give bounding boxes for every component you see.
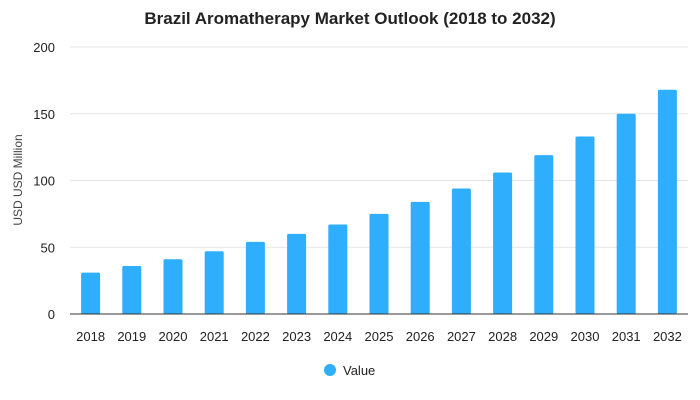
bar-2019[interactable] bbox=[122, 265, 142, 314]
bar-2027[interactable] bbox=[451, 188, 471, 314]
y-tick-label: 50 bbox=[41, 240, 55, 255]
bar-2030[interactable] bbox=[575, 136, 595, 314]
y-tick-label: 100 bbox=[33, 174, 55, 189]
bar-2031[interactable] bbox=[616, 113, 636, 314]
x-tick-label: 2026 bbox=[406, 329, 435, 344]
x-tick-label: 2019 bbox=[117, 329, 146, 344]
legend-label: Value bbox=[343, 363, 375, 378]
y-tick-label: 0 bbox=[48, 307, 55, 322]
x-tick-label: 2030 bbox=[571, 329, 600, 344]
x-tick-label: 2024 bbox=[323, 329, 352, 344]
bars bbox=[81, 89, 677, 314]
bar-2028[interactable] bbox=[493, 172, 513, 314]
chart-title: Brazil Aromatherapy Market Outlook (2018… bbox=[144, 9, 555, 28]
bar-2021[interactable] bbox=[204, 251, 224, 314]
bar-2025[interactable] bbox=[369, 213, 389, 314]
x-tick-label: 2020 bbox=[159, 329, 188, 344]
x-tick-label: 2031 bbox=[612, 329, 641, 344]
bar-2022[interactable] bbox=[245, 241, 265, 314]
x-tick-label: 2027 bbox=[447, 329, 476, 344]
x-tick-label: 2022 bbox=[241, 329, 270, 344]
x-tick-label: 2021 bbox=[200, 329, 229, 344]
bar-2026[interactable] bbox=[410, 201, 430, 314]
y-tick-label: 150 bbox=[33, 107, 55, 122]
x-tick-label: 2018 bbox=[76, 329, 105, 344]
legend-marker-icon bbox=[324, 364, 336, 376]
y-axis-ticks: 0 50 100 150 200 bbox=[33, 40, 55, 322]
x-axis-ticks: 2018 2019 2020 2021 2022 2023 2024 2025 2026 2027… bbox=[76, 329, 682, 344]
x-tick-label: 2023 bbox=[282, 329, 311, 344]
y-axis-label: USD USD Million bbox=[11, 134, 25, 225]
bar-2023[interactable] bbox=[287, 233, 307, 314]
legend[interactable]: Value bbox=[324, 363, 375, 378]
x-tick-label: 2029 bbox=[529, 329, 558, 344]
x-tick-label: 2028 bbox=[488, 329, 517, 344]
bar-2032[interactable] bbox=[657, 89, 677, 314]
y-tick-label: 200 bbox=[33, 40, 55, 55]
x-tick-label: 2032 bbox=[653, 329, 682, 344]
bar-2018[interactable] bbox=[81, 272, 101, 314]
bar-2020[interactable] bbox=[163, 259, 183, 314]
bar-2024[interactable] bbox=[328, 224, 348, 314]
x-tick-label: 2025 bbox=[365, 329, 394, 344]
bar-2029[interactable] bbox=[534, 155, 554, 314]
